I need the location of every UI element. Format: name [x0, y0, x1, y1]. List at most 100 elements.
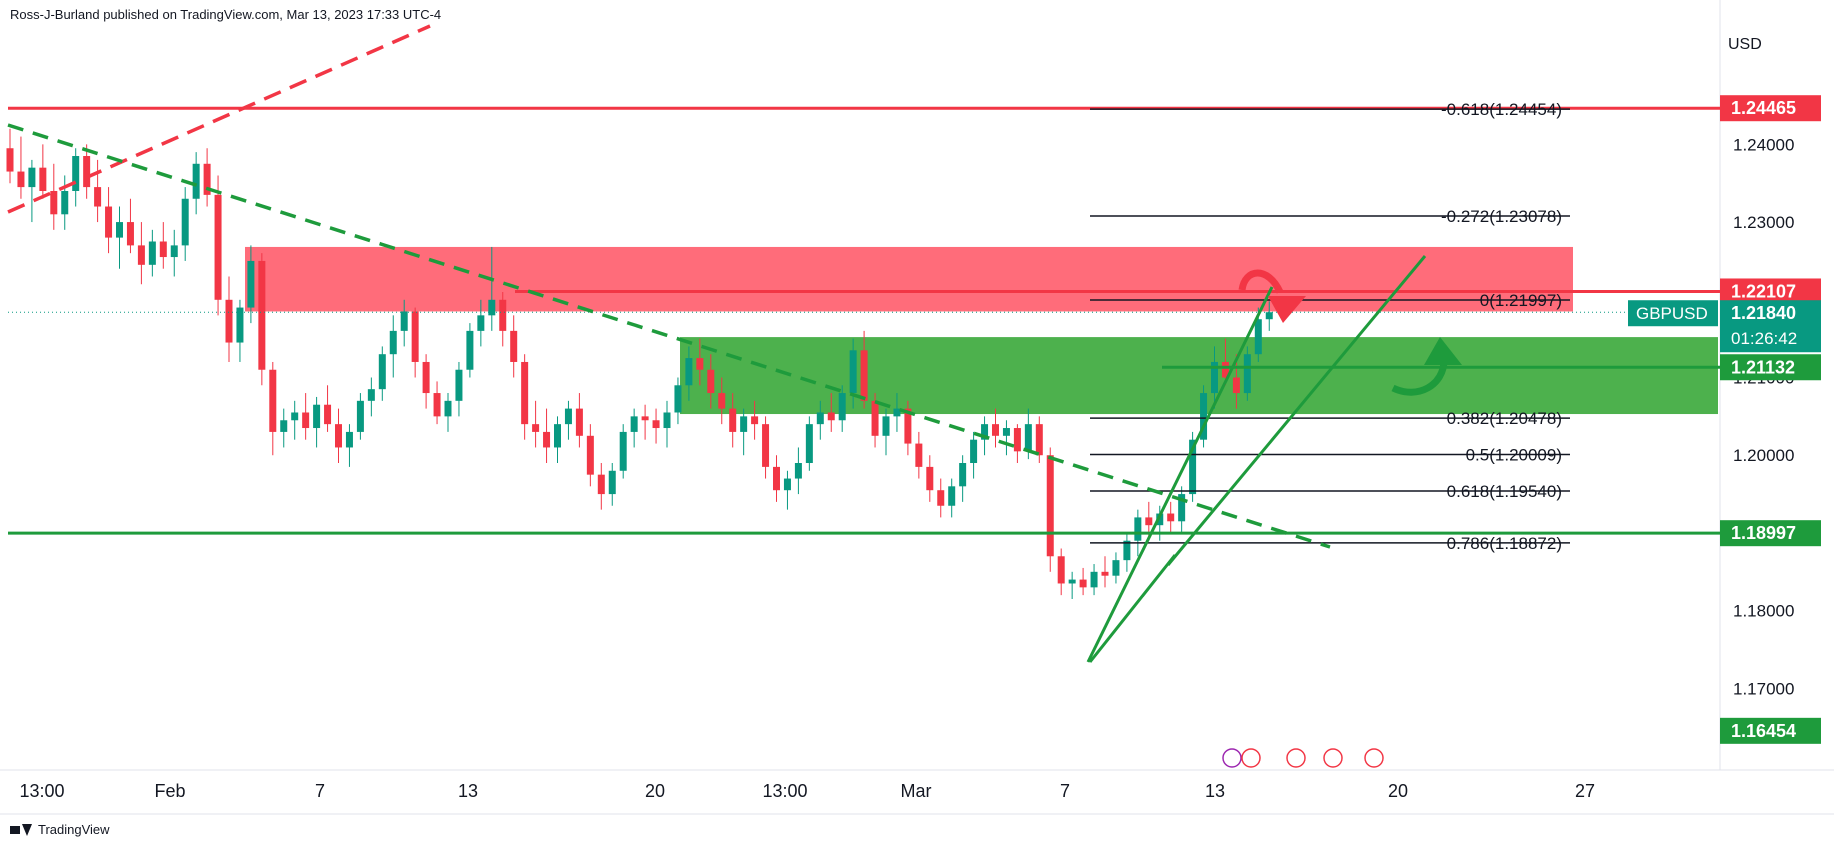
price-tag	[1720, 300, 1821, 353]
candle-body	[356, 400, 364, 432]
price-tick-label: 1.23000	[1733, 213, 1794, 232]
candle-body	[1068, 579, 1076, 584]
price-tag-label: 1.24465	[1731, 98, 1796, 118]
candle-body	[1101, 571, 1109, 576]
time-tick-label: 13:00	[762, 781, 807, 801]
price-tag-label: 1.16454	[1731, 721, 1796, 741]
candle-body	[751, 416, 759, 425]
candle-body	[433, 393, 441, 417]
candle-body	[871, 400, 879, 436]
candle-body	[1123, 540, 1131, 561]
candle-body	[126, 222, 134, 246]
candle-body	[236, 307, 244, 343]
candle-body	[422, 361, 430, 394]
time-tick-label: 13	[1205, 781, 1225, 801]
price-tick-label: 1.17000	[1733, 679, 1794, 698]
candle-body	[619, 431, 627, 471]
candle-body	[652, 420, 660, 429]
candle-body	[499, 299, 507, 331]
fib-level-label: -0.272(1.23078)	[1441, 207, 1562, 226]
candle-body	[39, 167, 47, 191]
fib-level-label: 0.618(1.19540)	[1447, 482, 1562, 501]
price-tag	[1720, 354, 1821, 381]
candle-body	[992, 424, 999, 436]
candle-body	[707, 369, 715, 394]
candle-body	[302, 412, 310, 429]
candle-body	[1134, 517, 1142, 541]
candle-body	[630, 416, 638, 432]
candle-body	[291, 412, 299, 421]
countdown-label: 01:26:42	[1731, 329, 1797, 348]
candle-body	[367, 389, 375, 401]
fib-level-label: 0.786(1.18872)	[1447, 534, 1562, 553]
footer-brand-label: TradingView	[38, 822, 110, 837]
candle-body	[586, 435, 594, 475]
candle-body	[1002, 428, 1010, 436]
candle-body	[510, 330, 518, 362]
price-tag	[1720, 520, 1821, 547]
candle-body	[1035, 424, 1043, 456]
economic-event-icon	[1323, 748, 1343, 768]
candle-body	[105, 206, 113, 238]
candle-body	[554, 424, 561, 448]
candle-body	[948, 486, 956, 506]
price-tick-label: 1.24000	[1733, 135, 1794, 154]
publisher-header: Ross-J-Burland published on TradingView.…	[10, 7, 442, 22]
candle-body	[116, 222, 123, 238]
candle-body	[411, 311, 419, 362]
green-dashed-trendline	[7, 123, 1331, 549]
candle-body	[959, 463, 967, 487]
candle-body	[1178, 494, 1186, 522]
candle-body	[1243, 354, 1251, 394]
time-tick-label: 7	[1060, 781, 1070, 801]
candle-body	[937, 490, 945, 506]
candle-body	[970, 439, 978, 464]
candle-body	[729, 408, 737, 432]
economic-event-icon	[1364, 748, 1384, 768]
candle-body	[904, 408, 912, 444]
currency-label: USD	[1728, 36, 1762, 53]
candle-body	[597, 474, 605, 495]
candle-body	[488, 299, 496, 316]
candle-body	[159, 241, 167, 258]
fib-level-label: 0.382(1.20478)	[1447, 409, 1562, 428]
candle-body	[849, 350, 857, 394]
red-arrowhead-icon	[1268, 296, 1306, 323]
candle-body	[61, 190, 69, 215]
candle-body	[816, 412, 824, 425]
candle-body	[521, 361, 529, 425]
candle-body	[685, 358, 693, 386]
candle-body	[981, 424, 989, 440]
candle-body	[1211, 361, 1218, 394]
candle-body	[1013, 428, 1021, 452]
candle-body	[1265, 312, 1273, 320]
candle-body	[389, 330, 397, 355]
candle-body	[860, 350, 868, 401]
candle-body	[247, 260, 255, 308]
symbol-tag-label: GBPUSD	[1636, 304, 1708, 323]
time-tick-label: 27	[1575, 781, 1595, 801]
candle-body	[1145, 517, 1153, 526]
candle-body	[1232, 377, 1240, 394]
price-tag-label: 1.21840	[1731, 303, 1796, 323]
economic-event-icon	[1286, 748, 1306, 768]
candle-body	[50, 190, 58, 215]
tradingview-logo-icon	[10, 823, 32, 836]
candle-body	[838, 393, 846, 421]
candle-body	[718, 393, 726, 409]
price-tag	[1720, 278, 1821, 305]
candle-body	[641, 416, 649, 421]
candle-body	[94, 187, 102, 207]
green-trendline-steep	[1086, 286, 1274, 663]
candle-body	[696, 358, 704, 370]
red-reversal-arrow-icon	[1238, 269, 1284, 294]
candle-body	[740, 416, 748, 432]
green-trendline	[1166, 255, 1427, 566]
candle-body	[477, 315, 485, 331]
candle-body	[882, 416, 890, 436]
time-tick-label: 20	[645, 781, 665, 801]
time-tick-label: Feb	[154, 781, 185, 801]
price-tick-label: 1.18000	[1733, 602, 1794, 621]
candle-body	[170, 245, 178, 258]
